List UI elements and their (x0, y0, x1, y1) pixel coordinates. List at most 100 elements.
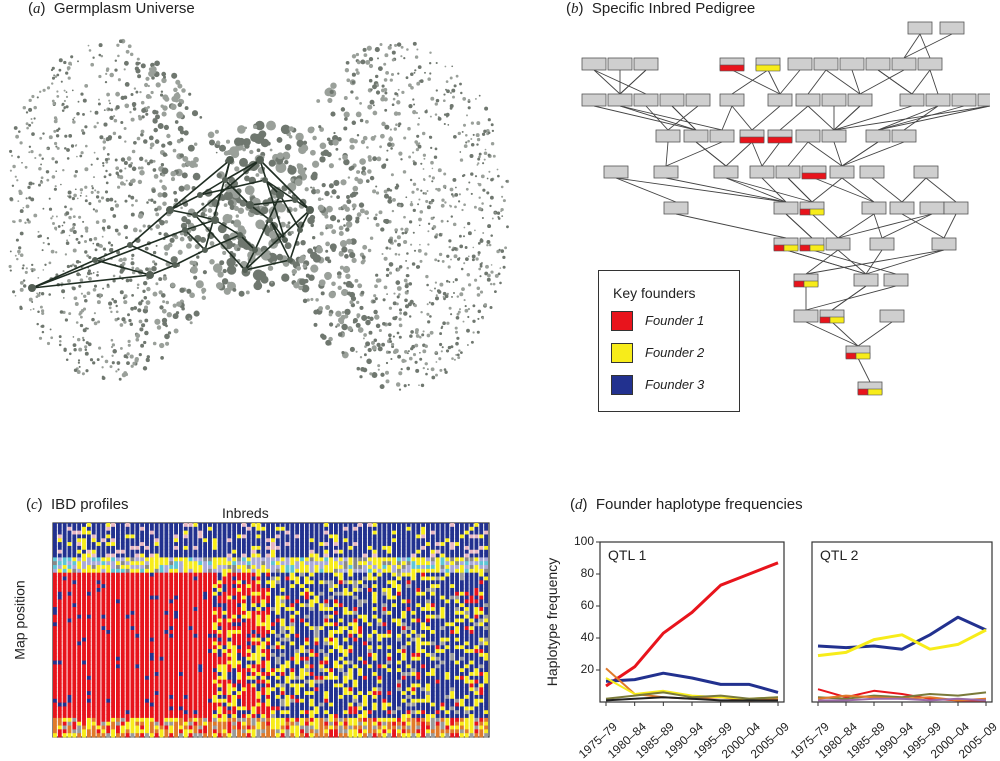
germplasm-dot (394, 239, 397, 242)
germplasm-dot (463, 321, 465, 323)
network-node (256, 156, 264, 164)
germplasm-dot (17, 200, 19, 202)
germplasm-dot (257, 148, 261, 152)
heatmap-cell (101, 626, 105, 630)
heatmap-cell (266, 622, 270, 626)
heatmap-cell (218, 684, 222, 688)
heatmap-cell (111, 641, 115, 645)
heatmap-cell (271, 680, 275, 684)
heatmap-cell (87, 626, 91, 630)
germplasm-dot (427, 320, 430, 323)
germplasm-dot (399, 389, 401, 391)
germplasm-dot (117, 317, 120, 320)
germplasm-dot (429, 72, 431, 74)
heatmap-cell (97, 622, 101, 626)
heatmap-cell (150, 691, 154, 695)
germplasm-dot (370, 100, 375, 105)
heatmap-cell (198, 718, 202, 722)
heatmap-cell (155, 668, 159, 672)
heatmap-cell (237, 638, 241, 642)
heatmap-cell (237, 599, 241, 603)
germplasm-dot (277, 152, 284, 159)
germplasm-dot (380, 134, 385, 139)
germplasm-dot (414, 250, 416, 252)
heatmap-cell (227, 718, 231, 722)
heatmap-cell (189, 680, 193, 684)
germplasm-dot (446, 349, 449, 352)
heatmap-cell (87, 546, 91, 550)
heatmap-cell (135, 569, 139, 573)
heatmap-cell (68, 699, 72, 703)
heatmap-cell (126, 687, 130, 691)
heatmap-cell (218, 577, 222, 581)
heatmap-cell (169, 588, 173, 592)
heatmap-cell (261, 554, 265, 558)
heatmap-cell (58, 710, 62, 714)
germplasm-dot (315, 189, 320, 194)
heatmap-cell (160, 630, 164, 634)
germplasm-dot (155, 282, 158, 285)
heatmap-cell (203, 657, 207, 661)
heatmap-cell (53, 684, 57, 688)
heatmap-cell (252, 546, 256, 550)
germplasm-dot (313, 246, 316, 249)
heatmap-cell (261, 527, 265, 531)
heatmap-cell (77, 580, 81, 584)
heatmap-cell (72, 695, 76, 699)
germplasm-dot (404, 279, 408, 283)
heatmap-cell (203, 672, 207, 676)
heatmap-cell (53, 603, 57, 607)
germplasm-dot (92, 57, 94, 59)
heatmap-cell (145, 538, 149, 542)
heatmap-cell (111, 657, 115, 661)
heatmap-cell (160, 699, 164, 703)
germplasm-dot (131, 267, 134, 270)
heatmap-cell (92, 641, 96, 645)
heatmap-cell (97, 733, 101, 737)
heatmap-cell (140, 703, 144, 707)
heatmap-cell (106, 634, 110, 638)
germplasm-dot (80, 93, 83, 96)
germplasm-dot (15, 295, 17, 297)
heatmap-cell (169, 577, 173, 581)
pedigree-link (620, 70, 646, 94)
heatmap-cell (193, 729, 197, 733)
heatmap-cell (174, 554, 178, 558)
germplasm-dot (34, 117, 36, 119)
germplasm-dot (67, 265, 70, 268)
heatmap-cell (116, 703, 120, 707)
heatmap-cell (193, 599, 197, 603)
heatmap-cell (131, 661, 135, 665)
heatmap-cell (106, 569, 110, 573)
heatmap-cell (126, 672, 130, 676)
heatmap-cell (218, 691, 222, 695)
pedigree-box (664, 202, 688, 214)
heatmap-cell (116, 661, 120, 665)
heatmap-cell (140, 714, 144, 718)
heatmap-cell (252, 664, 256, 668)
germplasm-dot (426, 313, 429, 316)
germplasm-dot (237, 248, 240, 251)
heatmap-cell (58, 599, 62, 603)
heatmap-cell (160, 649, 164, 653)
germplasm-dot (86, 341, 89, 344)
germplasm-dot (102, 162, 104, 164)
heatmap-cell (155, 733, 159, 737)
heatmap-cell (218, 523, 222, 527)
heatmap-cell (198, 622, 202, 626)
germplasm-dot (477, 183, 479, 185)
heatmap-cell (179, 657, 183, 661)
heatmap-cell (87, 592, 91, 596)
heatmap-cell (203, 687, 207, 691)
heatmap-cell (256, 710, 260, 714)
heatmap-cell (116, 592, 120, 596)
heatmap-cell (63, 649, 67, 653)
heatmap-cell (121, 546, 125, 550)
heatmap-cell (106, 726, 110, 730)
heatmap-cell (271, 699, 275, 703)
heatmap-cell (266, 527, 270, 531)
heatmap-cell (150, 726, 154, 730)
germplasm-dot (51, 157, 54, 160)
heatmap-cell (218, 588, 222, 592)
heatmap-cell (121, 733, 125, 737)
